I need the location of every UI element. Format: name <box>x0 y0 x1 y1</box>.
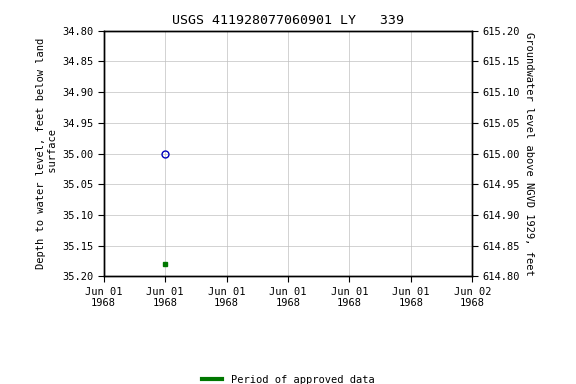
Title: USGS 411928077060901 LY   339: USGS 411928077060901 LY 339 <box>172 14 404 27</box>
Y-axis label: Groundwater level above NGVD 1929, feet: Groundwater level above NGVD 1929, feet <box>524 32 535 275</box>
Legend: Period of approved data: Period of approved data <box>198 371 378 384</box>
Y-axis label: Depth to water level, feet below land
 surface: Depth to water level, feet below land su… <box>36 38 58 269</box>
